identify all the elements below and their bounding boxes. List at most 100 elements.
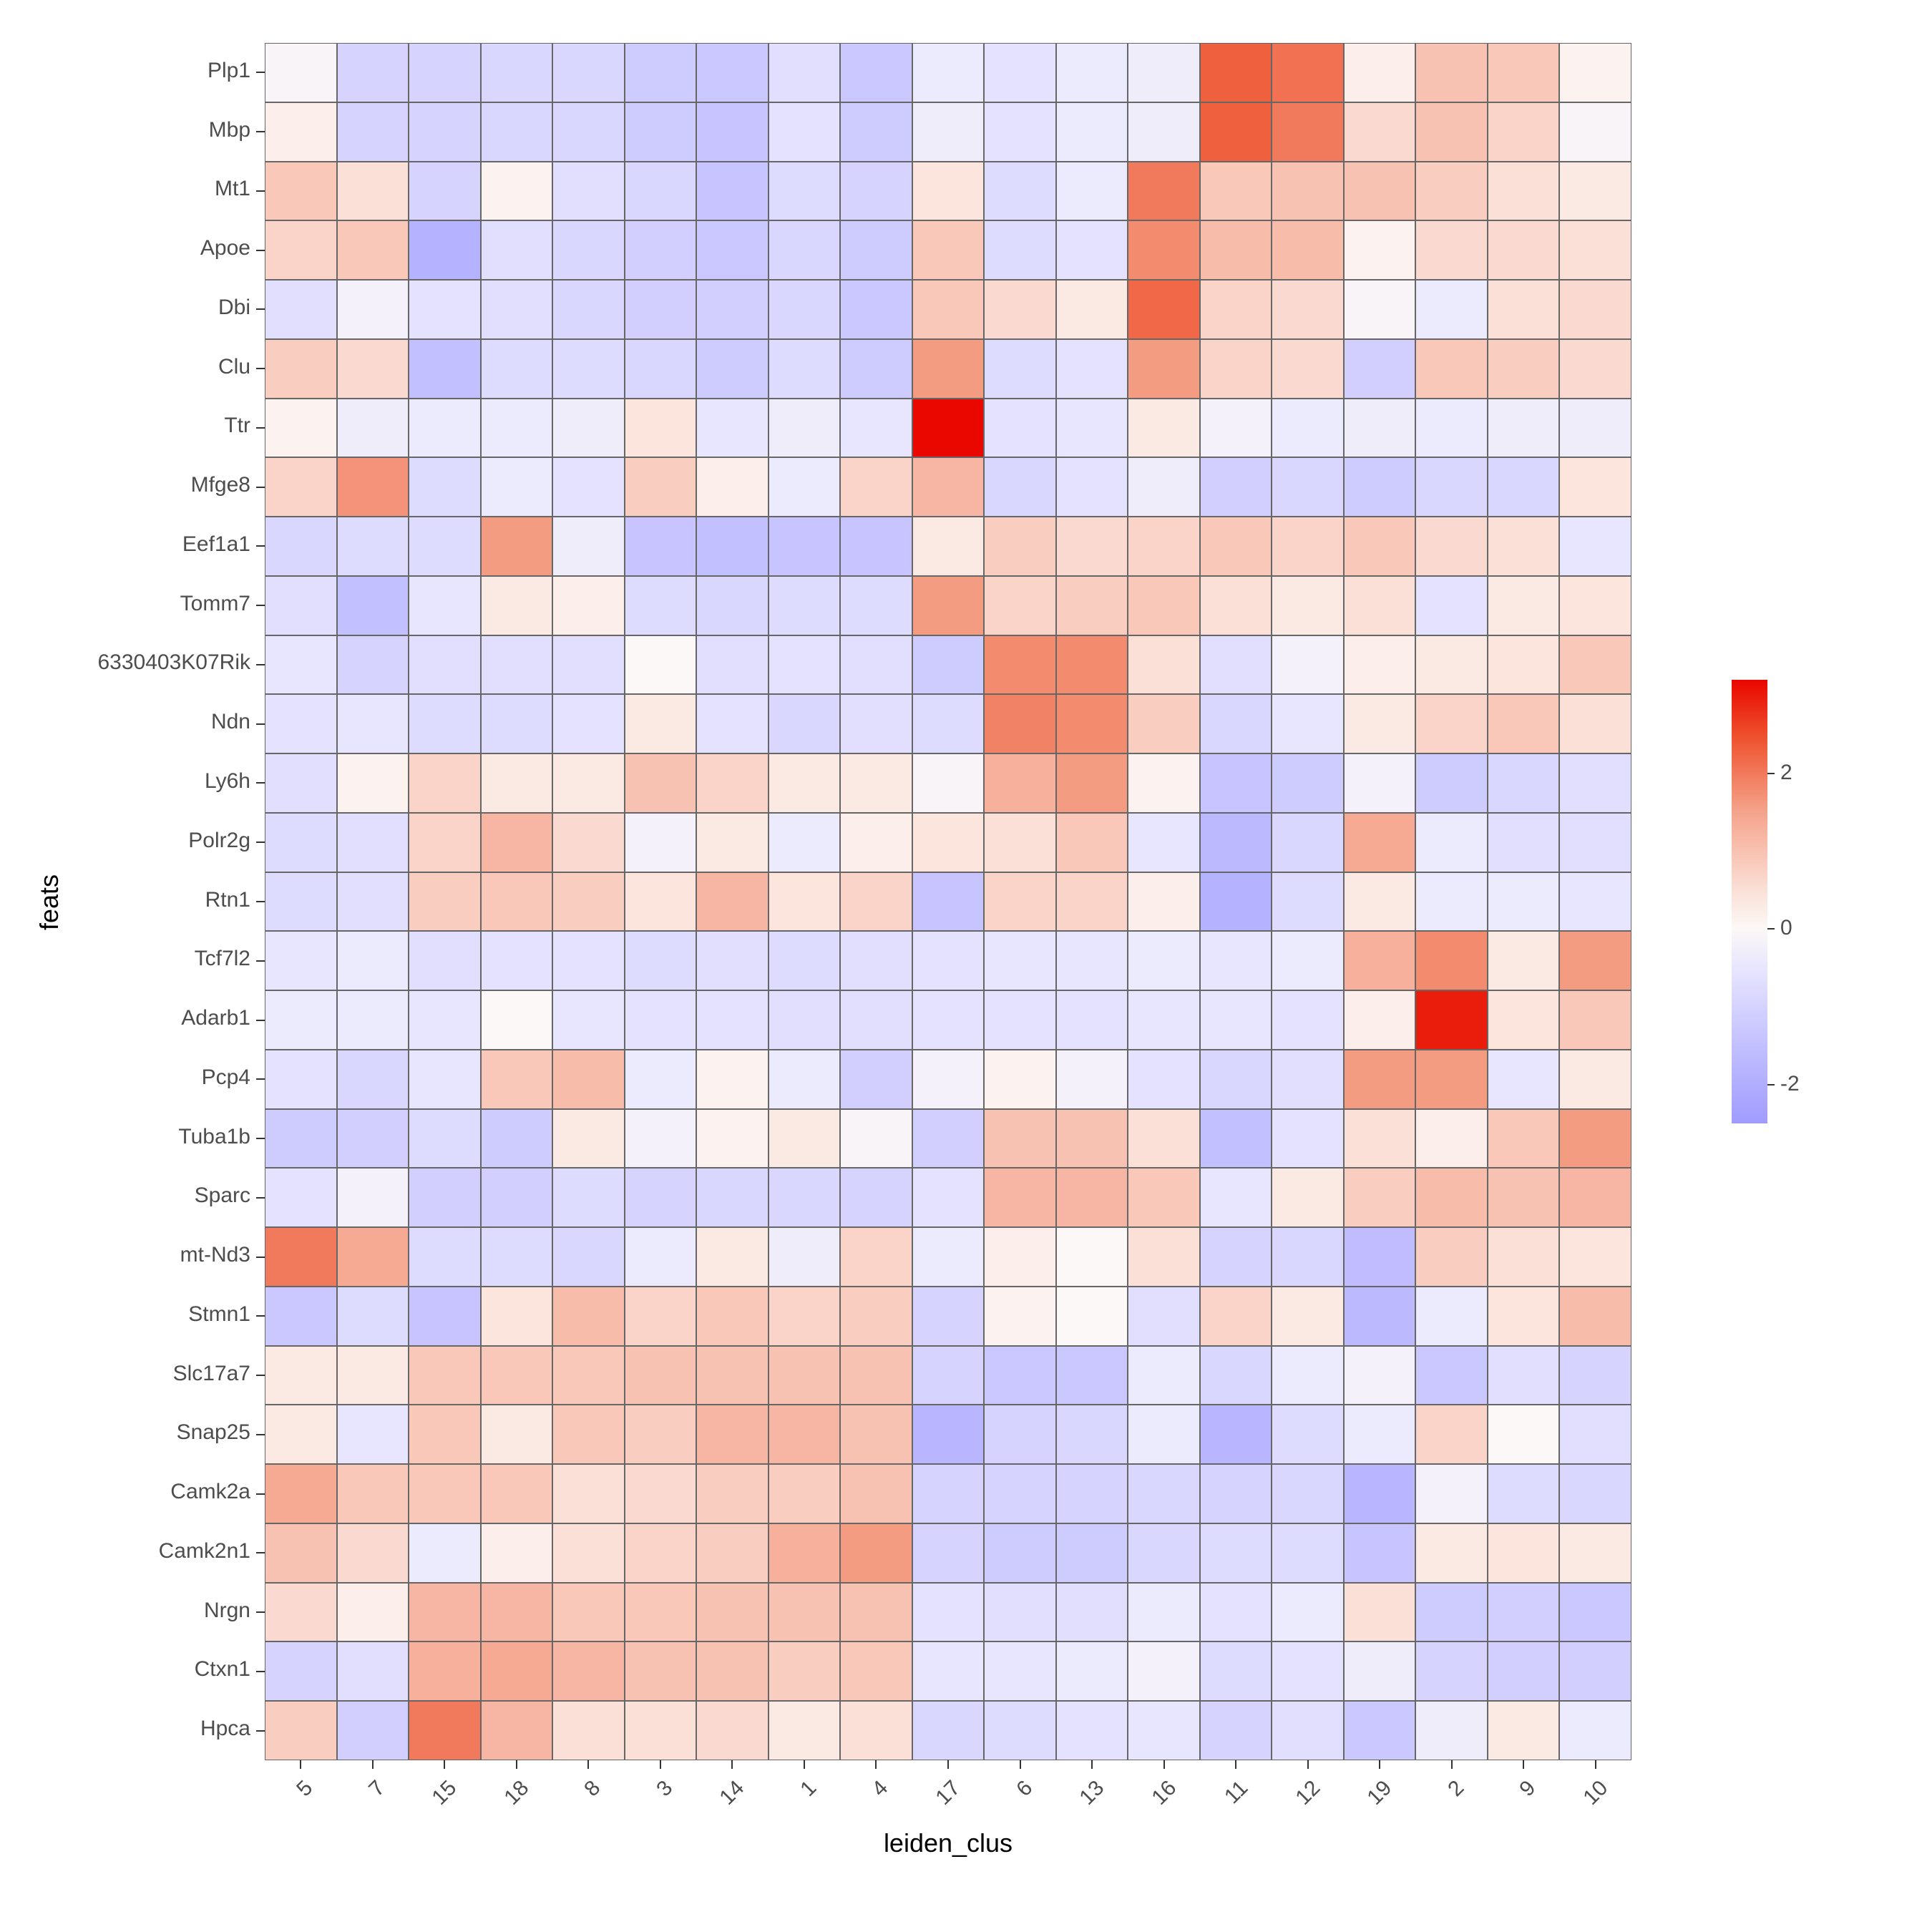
heatmap-cell <box>1488 517 1560 576</box>
heatmap-cell <box>1128 1641 1200 1701</box>
heatmap-cell <box>1344 102 1416 162</box>
heatmap-cell <box>769 1346 841 1405</box>
heatmap-cell <box>1200 1523 1272 1583</box>
y-tick-mark <box>256 1493 265 1495</box>
heatmap-cell <box>552 576 625 635</box>
x-tick-mark <box>1451 1760 1453 1769</box>
heatmap-cell <box>1272 1641 1344 1701</box>
heatmap-cell <box>1272 1346 1344 1405</box>
heatmap-cell <box>1559 872 1631 932</box>
heatmap-cell <box>912 1523 985 1583</box>
heatmap-cell <box>696 43 769 102</box>
heatmap-cell <box>1272 102 1344 162</box>
heatmap-cell <box>984 339 1056 399</box>
heatmap-cell <box>265 220 337 280</box>
heatmap-cell <box>337 635 409 695</box>
heatmap-cell <box>1488 1346 1560 1405</box>
heatmap-cell <box>1272 517 1344 576</box>
y-tick-label: Mt1 <box>215 177 250 201</box>
heatmap-cell <box>1272 1168 1344 1227</box>
heatmap-cell <box>1344 280 1416 339</box>
heatmap-cell <box>769 399 841 458</box>
heatmap-cell <box>265 1287 337 1346</box>
x-tick-mark <box>516 1760 517 1769</box>
heatmap-cell <box>552 1346 625 1405</box>
heatmap-cell <box>337 813 409 872</box>
x-tick-mark <box>731 1760 733 1769</box>
heatmap-cell <box>409 1346 481 1405</box>
heatmap-cell <box>1344 1168 1416 1227</box>
heatmap-cell <box>696 1050 769 1109</box>
y-tick-label: Nrgn <box>204 1599 250 1623</box>
heatmap-row <box>265 1287 1631 1346</box>
heatmap-cell <box>984 517 1056 576</box>
heatmap-cell <box>1200 1109 1272 1169</box>
heatmap-cell <box>1415 1168 1488 1227</box>
heatmap-cell <box>696 813 769 872</box>
heatmap-cell <box>265 990 337 1050</box>
heatmap-cell <box>912 43 985 102</box>
heatmap-cell <box>1344 1346 1416 1405</box>
heatmap-cell <box>840 1641 912 1701</box>
heatmap-cell <box>1272 457 1344 517</box>
x-tick-mark <box>1307 1760 1309 1769</box>
heatmap-cell <box>840 43 912 102</box>
x-tick-label: 19 <box>1329 1776 1397 1844</box>
heatmap-cell <box>1344 1109 1416 1169</box>
heatmap-cell <box>1128 813 1200 872</box>
heatmap-cell <box>984 280 1056 339</box>
heatmap-cell <box>1056 43 1128 102</box>
heatmap-cell <box>1344 220 1416 280</box>
heatmap-cell <box>769 813 841 872</box>
heatmap-cell <box>769 1050 841 1109</box>
x-tick-label: 9 <box>1473 1776 1541 1844</box>
heatmap-cell <box>1128 102 1200 162</box>
heatmap-cell <box>1128 1405 1200 1464</box>
heatmap-cell <box>409 220 481 280</box>
heatmap-cell <box>625 1227 697 1287</box>
heatmap-cell <box>265 1583 337 1642</box>
heatmap-cell <box>696 102 769 162</box>
heatmap-cell <box>1488 1464 1560 1523</box>
heatmap-cell <box>625 517 697 576</box>
heatmap-cell <box>409 1227 481 1287</box>
heatmap-cell <box>265 1109 337 1169</box>
heatmap-cell <box>481 339 553 399</box>
heatmap-cell <box>1056 1523 1128 1583</box>
heatmap-cell <box>696 457 769 517</box>
y-tick-label: Polr2g <box>188 829 250 853</box>
heatmap-cell <box>1128 1523 1200 1583</box>
heatmap-cell <box>1488 457 1560 517</box>
heatmap-cell <box>337 1641 409 1701</box>
heatmap-cell <box>840 1405 912 1464</box>
heatmap-cell <box>1272 1050 1344 1109</box>
heatmap-cell <box>1415 1109 1488 1169</box>
heatmap-cell <box>1200 694 1272 753</box>
heatmap-cell <box>840 220 912 280</box>
heatmap-cell <box>1056 280 1128 339</box>
x-tick-mark <box>804 1760 805 1769</box>
heatmap-cell <box>912 1464 985 1523</box>
heatmap-row <box>265 1346 1631 1405</box>
heatmap-cell <box>696 399 769 458</box>
heatmap-cell <box>696 339 769 399</box>
heatmap-cell <box>1344 576 1416 635</box>
x-tick-label: 5 <box>250 1776 318 1844</box>
heatmap-cell <box>625 1583 697 1642</box>
heatmap-cell <box>1056 517 1128 576</box>
heatmap-cell <box>912 635 985 695</box>
heatmap-cell <box>769 43 841 102</box>
heatmap-row <box>265 1109 1631 1169</box>
x-tick-mark <box>1163 1760 1165 1769</box>
y-tick-mark <box>256 1138 265 1139</box>
heatmap-cell <box>1559 1523 1631 1583</box>
heatmap-cell <box>1272 931 1344 990</box>
heatmap-cell <box>1559 1583 1631 1642</box>
y-tick-label: Sparc <box>195 1184 250 1208</box>
heatmap-cell <box>1128 990 1200 1050</box>
heatmap-cell <box>1128 399 1200 458</box>
heatmap-cell <box>1559 1109 1631 1169</box>
heatmap-cell <box>912 990 985 1050</box>
heatmap-cell <box>696 1523 769 1583</box>
heatmap-cell <box>1056 694 1128 753</box>
